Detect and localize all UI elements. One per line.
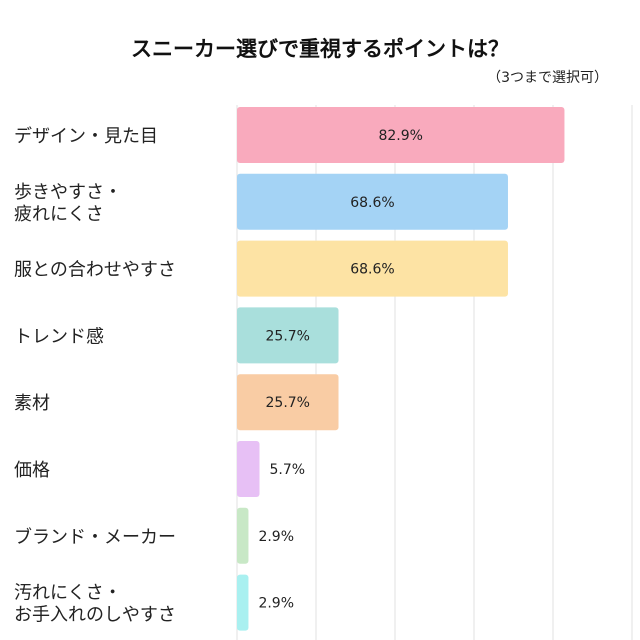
bars: 82.9% 68.6% 68.6% 25.7% 25.7% 5.7% 2.9% 2.9%: [237, 107, 565, 631]
bar: [237, 173, 508, 230]
value-label: 25.7%: [266, 328, 310, 344]
value-label: 25.7%: [266, 395, 310, 411]
value-label: 68.6%: [350, 262, 394, 278]
category-label: 素材: [14, 393, 50, 414]
category-label: 服との合わせやすさ: [14, 260, 176, 281]
category-label: 疲れにくさ: [14, 204, 104, 225]
category-label: ブランド・メーカー: [14, 526, 176, 548]
value-label: 5.7%: [270, 462, 306, 478]
category-label: お手入れのしやすさ: [14, 605, 176, 626]
bar: [237, 240, 508, 297]
category-label: 価格: [14, 460, 50, 481]
bar: [237, 307, 339, 364]
chart-subtitle: （3つまで選択可）: [487, 70, 608, 86]
bar: [237, 507, 249, 564]
value-label: 68.6%: [350, 195, 394, 211]
category-label: 歩きやすさ・: [14, 182, 122, 203]
category-label: デザイン・見た目: [14, 126, 158, 147]
bar: [237, 107, 565, 163]
chart-title: スニーカー選びで重視するポイントは？: [131, 37, 509, 61]
category-label: 汚れにくさ・: [14, 583, 122, 604]
value-label: 82.9%: [378, 128, 422, 144]
bar: [237, 441, 260, 497]
category-label: トレンド感: [14, 326, 104, 347]
category-labels: デザイン・見た目歩きやすさ・疲れにくさ服との合わせやすさトレンド感素材価格ブラン…: [14, 126, 176, 626]
value-label: 2.9%: [258, 596, 294, 612]
bar: [237, 574, 249, 631]
bar: [237, 374, 339, 431]
value-label: 2.9%: [258, 529, 294, 545]
